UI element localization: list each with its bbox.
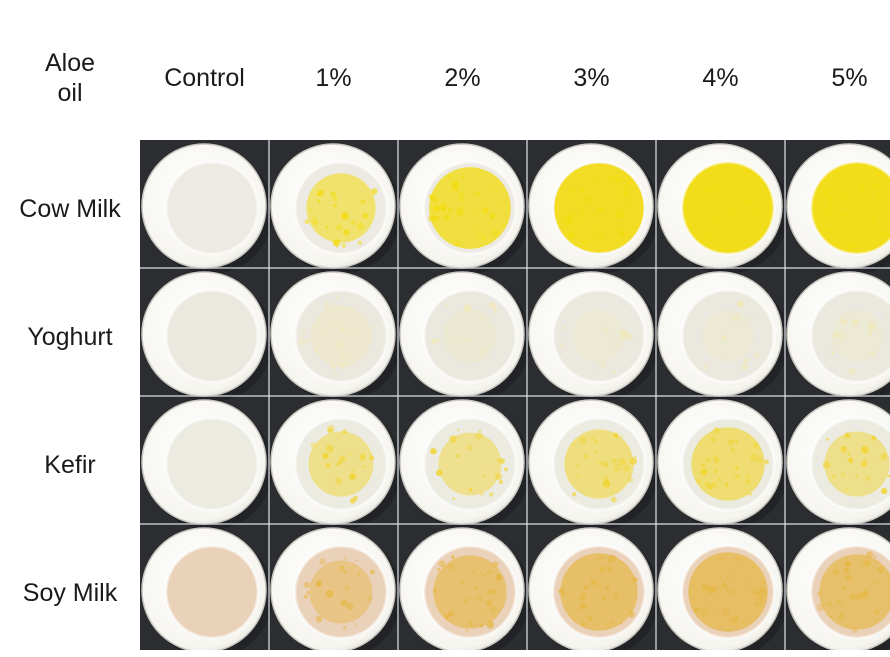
sample-cup [528, 527, 660, 650]
sample-cup [270, 143, 402, 274]
sample-cup [399, 271, 531, 402]
sample-cup [528, 143, 660, 274]
sample-cup [528, 271, 660, 402]
corner-label-line1: Aloe [44, 48, 96, 77]
sample-cup [528, 399, 660, 530]
sample-cup [270, 527, 402, 650]
sample-cup [399, 527, 531, 650]
column-header-1pct: 1% [315, 63, 352, 92]
sample-cup [786, 399, 890, 530]
sample-cup [141, 143, 273, 274]
sample-cup [657, 399, 789, 530]
sample-cup [786, 271, 890, 402]
row-header-kefir: Kefir [44, 451, 96, 479]
sample-cup [399, 399, 531, 530]
row-header-soy-milk: Soy Milk [22, 579, 118, 607]
column-header-5pct: 5% [831, 63, 868, 92]
row-header-yoghurt: Yoghurt [27, 323, 113, 351]
sample-cups-photo [140, 140, 890, 650]
column-header-4pct: 4% [702, 63, 739, 92]
sample-cup [657, 527, 789, 650]
sample-cup [786, 143, 890, 274]
sample-cup [270, 271, 402, 402]
column-header-2pct: 2% [444, 63, 481, 92]
sample-cup [141, 399, 273, 530]
sample-cup [270, 399, 402, 530]
sample-cup [399, 143, 531, 274]
sample-cup [141, 527, 273, 650]
sample-cup [657, 143, 789, 274]
column-header-control: Control [164, 63, 245, 92]
sample-cup [657, 271, 789, 402]
sample-cup [786, 527, 890, 650]
column-header-3pct: 3% [573, 63, 610, 92]
corner-label-line2: oil [57, 78, 83, 107]
corner-header: Aloe oil [0, 15, 140, 140]
row-header-cow-milk: Cow Milk [19, 195, 121, 223]
